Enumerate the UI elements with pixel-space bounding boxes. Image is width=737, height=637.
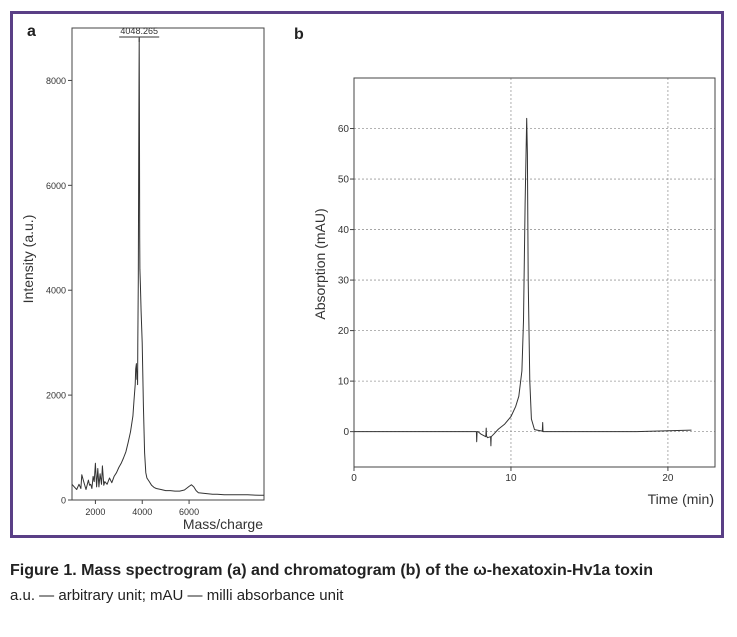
- plot-area-border: [71, 27, 265, 501]
- y-axis-label: Absorption (mAU): [312, 208, 328, 319]
- y-tick-label: 40: [338, 225, 350, 236]
- x-axis-label: Time (min): [648, 491, 714, 507]
- x-tick-label: 6000: [179, 507, 199, 517]
- y-tick-label: 0: [343, 427, 349, 438]
- y-tick-label: 30: [338, 276, 350, 287]
- series-line: [71, 38, 264, 496]
- x-axis-label: Mass/charge: [183, 516, 263, 532]
- y-tick-label: 0: [61, 496, 66, 506]
- series-line: [354, 117, 692, 447]
- y-tick-label: 20: [338, 326, 350, 337]
- x-tick-label: 4000: [132, 507, 152, 517]
- figure-caption: Figure 1. Mass spectrogram (a) and chrom…: [10, 560, 726, 604]
- y-tick-label: 4000: [46, 286, 66, 296]
- mass-spectrogram-chart: 2000 4000 6000 0 2000 4000 6000 8000 Mass/charge…: [20, 26, 265, 532]
- y-tick-label: 10: [338, 377, 350, 388]
- y-tick-label: 2000: [46, 391, 66, 401]
- caption-title: Figure 1. Mass spectrogram (a) and chrom…: [10, 562, 653, 579]
- caption-note: a.u. — arbitrary unit; mAU — milli absor…: [10, 587, 344, 604]
- chromatogram-chart: 0 10 20 0 10 20 30 40 50 60 Time (min) Absorption (…: [312, 77, 716, 507]
- plot-area-border: [353, 77, 716, 468]
- x-tick-label: 2000: [85, 507, 105, 517]
- figure-frame: a b 2000 4000 6000 0 2000 4000 6000 8000 Mass/ch…: [10, 11, 724, 538]
- y-tick-label: 8000: [46, 76, 66, 86]
- y-axis-label: Intensity (a.u.): [20, 215, 36, 304]
- y-tick-label: 60: [338, 124, 350, 135]
- y-tick-label: 50: [338, 175, 350, 186]
- x-tick-label: 0: [351, 473, 357, 484]
- panel-a-label: a: [27, 23, 36, 40]
- y-tick-label: 6000: [46, 181, 66, 191]
- panel-b-label: b: [294, 26, 304, 43]
- x-tick-label: 10: [505, 473, 517, 484]
- peak-annotation-label: 4048.265: [120, 26, 158, 36]
- x-tick-label: 20: [662, 473, 674, 484]
